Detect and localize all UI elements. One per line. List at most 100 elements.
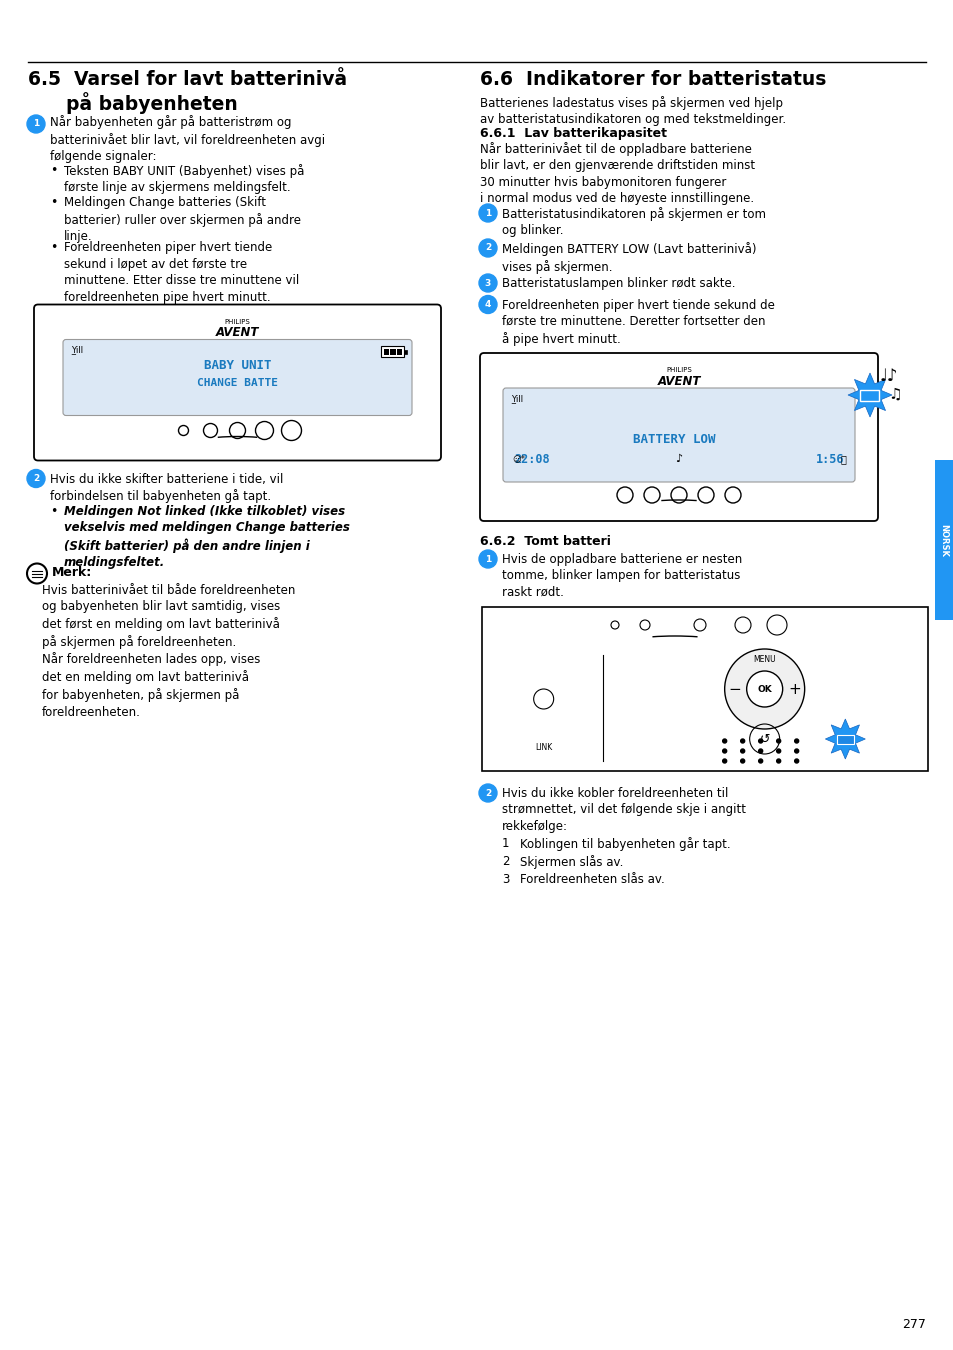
Text: ♩♪: ♩♪ [879,367,898,385]
Text: 1:56: 1:56 [815,454,843,466]
Text: Foreldreenheten slås av.: Foreldreenheten slås av. [519,873,664,886]
Circle shape [478,239,497,256]
Text: 22:08: 22:08 [514,454,549,466]
Text: −: − [728,682,740,697]
Polygon shape [824,720,864,759]
Circle shape [27,470,45,487]
FancyBboxPatch shape [502,387,854,482]
Circle shape [740,749,744,753]
Text: Hvis batterinivået til både foreldreenheten
og babyenheten blir lavt samtidig, v: Hvis batterinivået til både foreldreenhe… [42,583,295,718]
Circle shape [740,738,744,742]
FancyBboxPatch shape [390,348,395,355]
Text: NORSK: NORSK [939,524,947,556]
Text: LINK: LINK [535,743,552,752]
Text: 1: 1 [32,120,39,128]
Text: Batterienes ladestatus vises på skjermen ved hjelp
av batteristatusindikatoren o: Batterienes ladestatus vises på skjermen… [479,96,785,127]
Circle shape [776,738,780,742]
Text: PHILIPS: PHILIPS [224,319,250,324]
FancyBboxPatch shape [396,348,402,355]
Text: CHANGE BATTE: CHANGE BATTE [196,378,277,387]
Text: •: • [50,196,57,209]
FancyBboxPatch shape [403,350,407,354]
FancyBboxPatch shape [381,346,404,356]
Text: 4: 4 [484,300,491,309]
Text: Batteristatuslampen blinker rødt sakte.: Batteristatuslampen blinker rødt sakte. [501,277,735,290]
Text: 277: 277 [902,1318,925,1331]
Circle shape [776,759,780,763]
Circle shape [758,738,761,742]
Text: OK: OK [757,684,771,694]
Text: Meldingen BATTERY LOW (Lavt batterinivå)
vises på skjermen.: Meldingen BATTERY LOW (Lavt batterinivå)… [501,242,756,274]
Text: på babyenheten: på babyenheten [66,92,237,113]
Text: Meldingen Not linked (Ikke tilkoblet) vises
vekselvis med meldingen Change batte: Meldingen Not linked (Ikke tilkoblet) vi… [64,505,350,570]
Circle shape [722,759,726,763]
Circle shape [722,749,726,753]
Circle shape [722,738,726,742]
Circle shape [724,649,803,729]
Text: AVENT: AVENT [657,375,700,387]
Circle shape [478,204,497,221]
FancyBboxPatch shape [481,608,927,771]
Circle shape [794,738,798,742]
Text: ↺: ↺ [759,733,769,745]
Text: ♪: ♪ [675,454,681,464]
Text: ⏻: ⏻ [840,454,845,464]
Text: 2: 2 [501,855,509,868]
Text: Foreldreenheten piper hvert tiende
sekund i løpet av det første tre
minuttene. E: Foreldreenheten piper hvert tiende sekun… [64,242,299,304]
Text: 1: 1 [484,208,491,217]
Text: 6.5  Varsel for lavt batterinivå: 6.5 Varsel for lavt batterinivå [28,70,347,89]
Text: Koblingen til babyenheten går tapt.: Koblingen til babyenheten går tapt. [519,837,730,850]
Text: Hvis du ikke skifter batteriene i tide, vil
forbindelsen til babyenheten gå tapt: Hvis du ikke skifter batteriene i tide, … [50,472,283,504]
FancyBboxPatch shape [836,734,853,744]
Text: AVENT: AVENT [215,327,259,339]
FancyBboxPatch shape [63,339,412,416]
FancyBboxPatch shape [34,305,440,460]
Text: 1: 1 [484,555,491,563]
Circle shape [27,115,45,134]
Circle shape [478,296,497,313]
Text: 2: 2 [484,243,491,252]
Text: +: + [787,682,800,697]
Text: 6.6.1  Lav batterikapasitet: 6.6.1 Lav batterikapasitet [479,127,666,140]
Circle shape [740,759,744,763]
Text: •: • [50,163,57,177]
Text: Meldingen Change batteries (Skift
batterier) ruller over skjermen på andre
linje: Meldingen Change batteries (Skift batter… [64,196,301,243]
Circle shape [758,759,761,763]
Text: Hvis du ikke kobler foreldreenheten til
strømnettet, vil det følgende skje i ang: Hvis du ikke kobler foreldreenheten til … [501,787,745,833]
FancyBboxPatch shape [934,460,952,620]
Circle shape [478,784,497,802]
FancyBboxPatch shape [384,348,389,355]
Text: Y̲ill: Y̲ill [511,394,522,404]
Text: ☺*: ☺* [512,455,524,463]
Text: ♫: ♫ [887,387,901,402]
Circle shape [478,274,497,292]
Text: PHILIPS: PHILIPS [665,367,691,373]
Text: BATTERY LOW: BATTERY LOW [632,433,715,446]
Text: 2: 2 [32,474,39,483]
Text: 3: 3 [501,873,509,886]
Text: BABY UNIT: BABY UNIT [204,359,271,373]
Text: 2: 2 [484,788,491,798]
Circle shape [478,549,497,568]
Circle shape [746,671,781,707]
Text: Y̲ill: Y̲ill [71,346,83,355]
Text: 6.6.2  Tomt batteri: 6.6.2 Tomt batteri [479,535,610,548]
Text: 3: 3 [484,278,491,288]
Text: Batteristatusindikatoren på skjermen er tom
og blinker.: Batteristatusindikatoren på skjermen er … [501,207,765,238]
Text: Når babyenheten går på batteristrøm og
batterinivået blir lavt, vil foreldreenhe: Når babyenheten går på batteristrøm og b… [50,115,325,163]
Text: Teksten BABY UNIT (Babyenhet) vises på
første linje av skjermens meldingsfelt.: Teksten BABY UNIT (Babyenhet) vises på f… [64,163,304,194]
Circle shape [794,749,798,753]
Polygon shape [847,373,891,417]
Circle shape [758,749,761,753]
Text: Hvis de oppladbare batteriene er nesten
tomme, blinker lampen for batteristatus
: Hvis de oppladbare batteriene er nesten … [501,554,741,599]
Text: Når batterinivået til de oppladbare batteriene
blir lavt, er den gjenværende dri: Når batterinivået til de oppladbare batt… [479,142,755,205]
Text: •: • [50,505,57,517]
Circle shape [794,759,798,763]
FancyBboxPatch shape [479,352,877,521]
Circle shape [776,749,780,753]
Text: 6.6  Indikatorer for batteristatus: 6.6 Indikatorer for batteristatus [479,70,825,89]
Text: Merk:: Merk: [52,567,92,579]
Text: Foreldreenheten piper hvert tiende sekund de
første tre minuttene. Deretter fort: Foreldreenheten piper hvert tiende sekun… [501,298,774,346]
Text: 1: 1 [501,837,509,850]
Text: •: • [50,242,57,255]
